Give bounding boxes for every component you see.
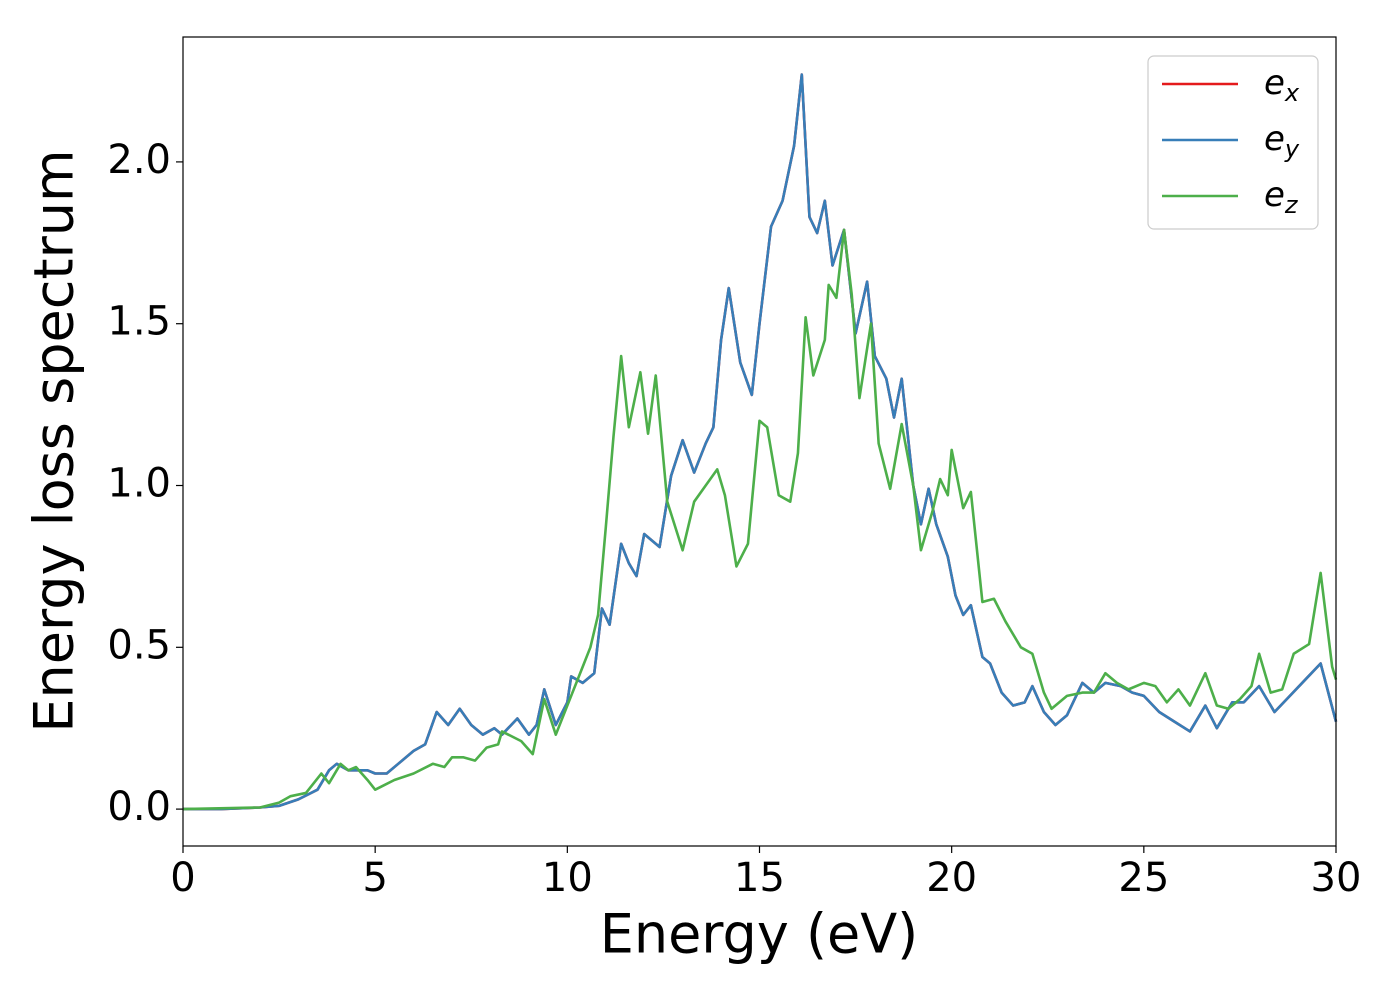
y-tick-label: 0.0 <box>107 784 171 830</box>
x-axis-label: Energy (eV) <box>600 903 919 966</box>
x-tick-label: 20 <box>926 855 977 901</box>
legend-label: ey <box>1264 119 1300 164</box>
y-tick-label: 0.5 <box>107 622 171 668</box>
x-tick-label: 0 <box>170 855 195 901</box>
series-line <box>183 73 1338 811</box>
legend-label: ex <box>1264 63 1300 108</box>
x-tick-label: 5 <box>362 855 387 901</box>
legend-label: ez <box>1264 175 1299 220</box>
legend-box <box>1147 55 1319 230</box>
y-tick-label: 1.5 <box>107 299 171 345</box>
x-tick-label: 10 <box>542 855 593 901</box>
x-tick-label: 25 <box>1118 855 1169 901</box>
y-tick-label: 2.0 <box>107 137 171 183</box>
x-tick-label: 15 <box>734 855 785 901</box>
series-line <box>182 228 1338 811</box>
y-axis-label: Energy loss spectrum <box>23 149 86 732</box>
x-tick-label: 30 <box>1311 855 1362 901</box>
plot-frame <box>182 36 1337 847</box>
y-tick-label: 1.0 <box>107 461 171 507</box>
